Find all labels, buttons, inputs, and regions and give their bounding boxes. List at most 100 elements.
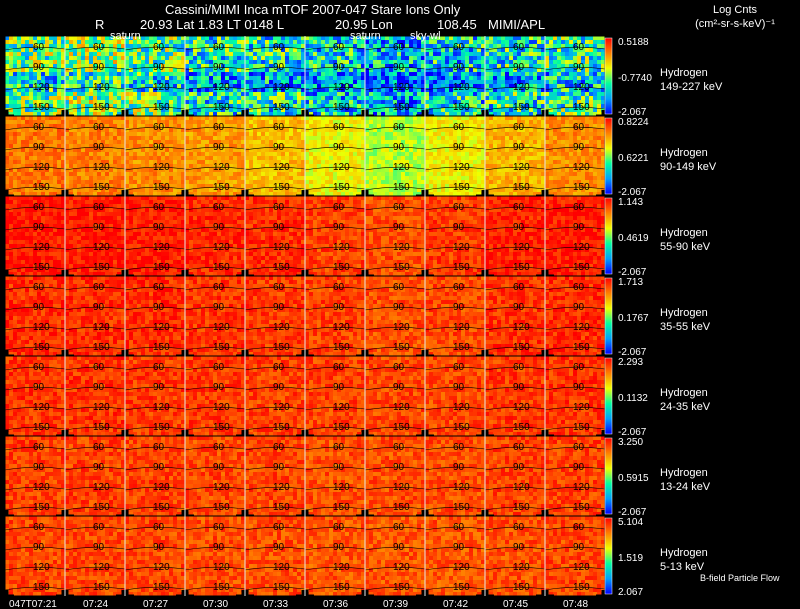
heatmap-panel: 6090120150: [120, 36, 190, 122]
heatmap-cell: [433, 80, 437, 84]
heatmap-cell: [261, 72, 265, 76]
heatmap-cell: [65, 96, 69, 100]
heatmap-cell: [133, 136, 137, 140]
heatmap-cell: [69, 56, 73, 60]
heatmap-cell: [489, 80, 493, 84]
heatmap-cell: [185, 160, 189, 164]
heatmap-cell: [237, 36, 241, 40]
heatmap-cell: [113, 72, 117, 76]
heatmap-cell: [213, 136, 217, 140]
heatmap-cell: [137, 140, 141, 144]
heatmap-cell: [317, 48, 321, 52]
heatmap-cell: [425, 96, 429, 100]
heatmap-cell: [597, 80, 601, 84]
heatmap-cell: [537, 64, 541, 68]
heatmap-cell: [197, 148, 201, 152]
heatmap-cell: [489, 40, 493, 44]
heatmap-cell: [233, 148, 237, 152]
heatmap-cell: [353, 88, 357, 92]
heatmap-cell: [201, 60, 205, 64]
heatmap-cell: [345, 40, 349, 44]
heatmap-cell: [101, 136, 105, 140]
heatmap-cell: [81, 100, 85, 104]
heatmap-cell: [17, 60, 21, 64]
heatmap-cell: [357, 160, 361, 164]
heatmap-cell: [113, 76, 117, 80]
heatmap-cell: [377, 60, 381, 64]
heatmap-cell: [229, 136, 233, 140]
heatmap-cell: [25, 108, 29, 112]
heatmap-cell: [193, 144, 197, 148]
heatmap-cell: [549, 64, 553, 68]
heatmap-cell: [497, 100, 501, 104]
heatmap-cell: [329, 36, 333, 40]
heatmap-cell: [153, 36, 157, 40]
heatmap-cell: [73, 76, 77, 80]
heatmap-cell: [249, 140, 253, 144]
heatmap-cell: [193, 40, 197, 44]
heatmap-cell: [197, 84, 201, 88]
heatmap-cell: [397, 76, 401, 80]
heatmap-cell: [141, 92, 145, 96]
heatmap-cell: [65, 156, 69, 160]
heatmap-cell: [445, 60, 449, 64]
heatmap-cell: [353, 68, 357, 72]
angle-label: 60: [273, 122, 285, 133]
heatmap-cell: [173, 108, 177, 112]
heatmap-cell: [585, 56, 589, 60]
heatmap-cell: [545, 80, 549, 84]
heatmap-cell: [357, 100, 361, 104]
heatmap-cell: [205, 168, 209, 172]
angle-label: 120: [153, 162, 170, 173]
heatmap-cell: [385, 68, 389, 72]
heatmap-cell: [353, 56, 357, 60]
heatmap-cell: [261, 120, 265, 124]
heatmap-cell: [73, 72, 77, 76]
heatmap-cell: [365, 120, 369, 124]
heatmap-cell: [249, 116, 253, 120]
heatmap-cell: [433, 64, 437, 68]
heatmap-cell: [245, 120, 249, 124]
heatmap-cell: [145, 36, 149, 40]
heatmap-cell: [169, 120, 173, 124]
heatmap-cell: [289, 40, 293, 44]
heatmap-cell: [25, 180, 29, 184]
heatmap-cell: [185, 84, 189, 88]
heatmap-cell: [501, 108, 505, 112]
heatmap-cell: [5, 80, 9, 84]
heatmap-cell: [345, 36, 349, 40]
heatmap-cell: [565, 88, 569, 92]
heatmap-cell: [545, 76, 549, 80]
heatmap-cell: [533, 88, 537, 92]
heatmap-cell: [257, 80, 261, 84]
heatmap-cell: [505, 88, 509, 92]
heatmap-panel: 6090120150: [0, 116, 70, 202]
heatmap-cell: [69, 132, 73, 136]
heatmap-panel: 6090120150: [300, 36, 370, 122]
heatmap-cell: [161, 56, 165, 60]
heatmap-cell: [133, 72, 137, 76]
heatmap-cell: [317, 88, 321, 92]
heatmap-cell: [413, 96, 417, 100]
heatmap-cell: [545, 60, 549, 64]
heatmap-cell: [97, 136, 101, 140]
heatmap-cell: [141, 100, 145, 104]
heatmap-cell: [169, 52, 173, 56]
heatmap-cell: [453, 56, 457, 60]
heatmap-cell: [233, 108, 237, 112]
heatmap-cell: [469, 60, 473, 64]
heatmap-cell: [477, 52, 481, 56]
heatmap-cell: [369, 64, 373, 68]
heatmap-cell: [45, 68, 49, 72]
heatmap-cell: [265, 60, 269, 64]
heatmap-cell: [345, 76, 349, 80]
heatmap-cell: [229, 96, 233, 100]
heatmap-cell: [69, 52, 73, 56]
heatmap-cell: [325, 60, 329, 64]
heatmap-cell: [253, 136, 257, 140]
heatmap-cell: [205, 60, 209, 64]
heatmap-cell: [245, 60, 249, 64]
heatmap-cell: [57, 172, 61, 176]
heatmap-cell: [177, 52, 181, 56]
heatmap-cell: [53, 168, 57, 172]
